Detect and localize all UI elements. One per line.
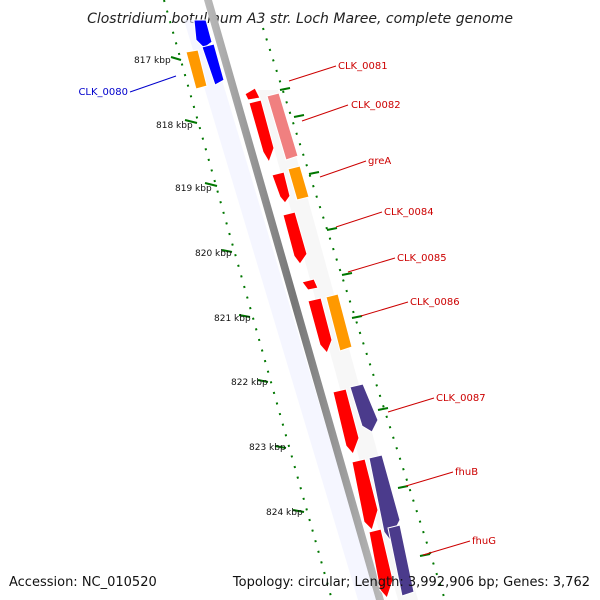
gene-feature[interactable] xyxy=(201,43,225,86)
gene-feature[interactable] xyxy=(282,211,308,265)
scale-label-823: 823 kbp xyxy=(249,443,286,453)
inner-dotted-guide xyxy=(262,27,446,600)
gene-feature[interactable] xyxy=(387,524,415,597)
gene-label-fhug[interactable]: fhuG xyxy=(472,536,496,547)
scale-label-821: 821 kbp xyxy=(214,314,251,324)
scale-label-819: 819 kbp xyxy=(175,184,212,194)
gene-label-clk0086[interactable]: CLK_0086 xyxy=(410,297,460,308)
gene-feature[interactable] xyxy=(248,99,275,164)
gene-features xyxy=(185,19,415,599)
gene-label-clk0082[interactable]: CLK_0082 xyxy=(351,100,401,111)
gene-label-fhub[interactable]: fhuB xyxy=(455,467,478,478)
scale-label-822: 822 kbp xyxy=(231,378,268,388)
genome-summary-text: Topology: circular; Length: 3,992,906 bp… xyxy=(232,575,590,590)
label-connectors xyxy=(129,65,471,556)
gene-feature[interactable] xyxy=(244,87,261,101)
feature-lane-outer xyxy=(184,20,378,600)
map-title: Clostridium botulinum A3 str. Loch Maree… xyxy=(87,11,513,27)
gene-feature[interactable] xyxy=(349,383,379,433)
gene-feature[interactable] xyxy=(185,49,208,90)
inner-guide-ticks xyxy=(279,87,431,557)
gene-label-clk0080[interactable]: CLK_0080 xyxy=(78,87,128,98)
gene-feature[interactable] xyxy=(325,293,353,352)
scale-ticks xyxy=(170,56,305,513)
gene-feature[interactable] xyxy=(368,528,394,599)
gene-feature[interactable] xyxy=(287,165,310,201)
gene-label-clk0087[interactable]: CLK_0087 xyxy=(436,393,486,404)
genome-backbone xyxy=(204,0,384,600)
gene-feature[interactable] xyxy=(301,278,319,291)
gene-feature[interactable] xyxy=(307,297,333,354)
gene-feature[interactable] xyxy=(271,171,291,204)
accession-text: Accession: NC_010520 xyxy=(9,575,157,590)
gene-feature[interactable] xyxy=(266,92,299,161)
gene-feature[interactable] xyxy=(351,458,379,531)
gene-label-clk0081[interactable]: CLK_0081 xyxy=(338,61,388,72)
gene-feature[interactable] xyxy=(332,388,360,455)
scale-label-817: 817 kbp xyxy=(134,56,171,66)
scale-label-820: 820 kbp xyxy=(195,249,232,259)
scale-label-824: 824 kbp xyxy=(266,508,303,518)
outer-dotted-guide xyxy=(163,0,333,600)
scale-label-818: 818 kbp xyxy=(156,121,193,131)
gene-label-grea[interactable]: greA xyxy=(368,156,391,167)
gene-label-clk0085[interactable]: CLK_0085 xyxy=(397,253,447,264)
gene-label-clk0084[interactable]: CLK_0084 xyxy=(384,207,434,218)
